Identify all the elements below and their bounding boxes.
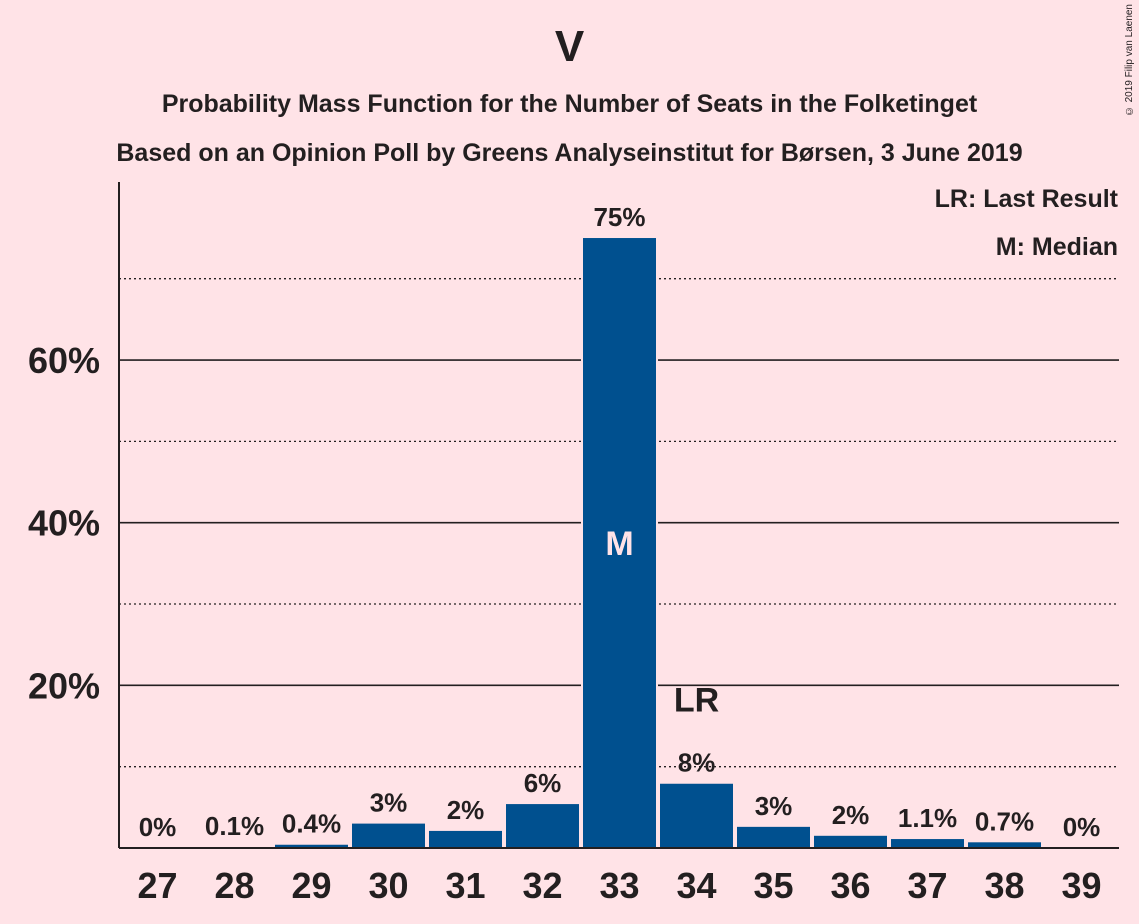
bar-34 bbox=[660, 783, 733, 848]
last-result-marker: LR bbox=[674, 682, 719, 720]
bar-31 bbox=[429, 830, 502, 848]
bar-29 bbox=[275, 844, 348, 848]
data-label: 0.4% bbox=[282, 809, 341, 839]
data-label: 6% bbox=[524, 768, 562, 798]
bar-33 bbox=[583, 238, 656, 848]
bar-37 bbox=[891, 839, 964, 848]
x-tick-label: 39 bbox=[1061, 865, 1101, 906]
x-tick-label: 32 bbox=[522, 865, 562, 906]
x-tick-label: 35 bbox=[753, 865, 793, 906]
data-label: 0% bbox=[139, 812, 177, 842]
data-label: 0.1% bbox=[205, 811, 264, 841]
legend-median: M: Median bbox=[995, 233, 1118, 261]
y-tick-label: 40% bbox=[28, 503, 100, 544]
chart-title: V bbox=[554, 22, 585, 71]
data-label: 3% bbox=[755, 791, 793, 821]
y-tick-label: 60% bbox=[28, 340, 100, 381]
x-tick-label: 31 bbox=[445, 865, 485, 906]
data-label: 0.7% bbox=[975, 806, 1034, 836]
chart-subtitle-source: Based on an Opinion Poll by Greens Analy… bbox=[116, 139, 1023, 167]
x-tick-label: 36 bbox=[830, 865, 870, 906]
bar-32 bbox=[506, 804, 579, 848]
chart-subtitle: Probability Mass Function for the Number… bbox=[161, 90, 978, 118]
y-tick-label: 20% bbox=[28, 665, 100, 706]
x-tick-label: 28 bbox=[214, 865, 254, 906]
data-label: 1.1% bbox=[898, 803, 957, 833]
data-label: 8% bbox=[678, 748, 716, 778]
data-label: 3% bbox=[370, 788, 408, 818]
bar-35 bbox=[737, 826, 810, 848]
x-tick-label: 29 bbox=[291, 865, 331, 906]
x-tick-label: 27 bbox=[137, 865, 177, 906]
data-label: 75% bbox=[593, 202, 645, 232]
median-marker: M bbox=[605, 525, 633, 563]
x-tick-label: 33 bbox=[599, 865, 639, 906]
bar-30 bbox=[352, 823, 425, 848]
bar-36 bbox=[814, 835, 887, 848]
legend-last-result: LR: Last Result bbox=[934, 185, 1118, 213]
x-tick-label: 34 bbox=[676, 865, 716, 906]
x-tick-label: 37 bbox=[907, 865, 947, 906]
x-tick-label: 30 bbox=[368, 865, 408, 906]
data-label: 0% bbox=[1063, 812, 1101, 842]
data-label: 2% bbox=[832, 800, 870, 830]
x-tick-label: 38 bbox=[984, 865, 1024, 906]
data-label: 2% bbox=[447, 795, 485, 825]
bar-38 bbox=[968, 842, 1041, 848]
